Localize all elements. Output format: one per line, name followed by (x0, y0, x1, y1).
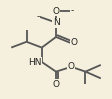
Text: O: O (53, 80, 59, 89)
Text: -: - (36, 12, 40, 21)
Text: O: O (70, 38, 77, 47)
Text: O: O (53, 7, 59, 16)
Text: HN: HN (28, 58, 42, 67)
Text: -: - (70, 7, 73, 16)
Text: N: N (53, 18, 59, 27)
Text: O: O (68, 62, 75, 71)
